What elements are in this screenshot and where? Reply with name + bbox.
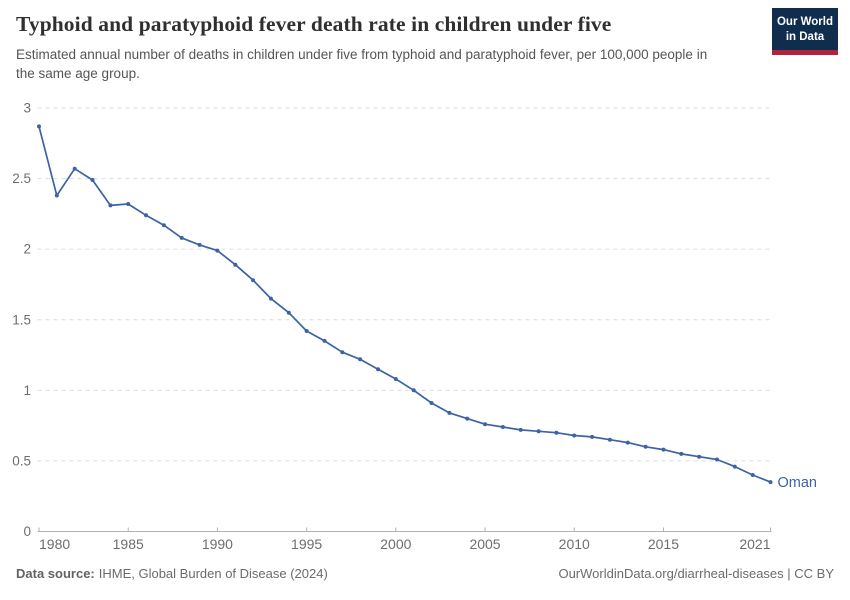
data-point	[661, 447, 666, 452]
data-point	[411, 388, 416, 393]
y-tick-label: 2	[23, 242, 31, 257]
data-point	[732, 464, 737, 469]
data-point	[161, 223, 166, 228]
data-point	[197, 242, 202, 247]
data-point	[393, 377, 398, 381]
x-tick-label: 1990	[202, 536, 233, 552]
y-tick-label: 1	[23, 383, 31, 398]
data-source-label: Data source:	[16, 566, 95, 581]
data-point	[233, 262, 238, 267]
data-point	[144, 213, 148, 218]
chart-header: Typhoid and paratyphoid fever death rate…	[16, 12, 761, 84]
data-point	[322, 338, 327, 343]
owid-logo-line1: Our World	[776, 16, 833, 28]
data-point	[286, 310, 291, 315]
data-point	[429, 401, 434, 405]
data-point	[697, 454, 702, 459]
owid-logo: Our World in Data	[772, 8, 838, 55]
data-point	[483, 422, 487, 427]
data-point	[304, 329, 309, 333]
owid-logo-line2: in Data	[785, 30, 825, 43]
y-tick-label: 2.5	[12, 171, 31, 186]
x-tick-label: 2000	[380, 536, 411, 552]
x-tick-label: 2015	[648, 536, 679, 552]
chart-subtitle: Estimated annual number of deaths in chi…	[16, 46, 708, 82]
y-tick-label: 1.5	[12, 312, 31, 327]
data-point	[750, 473, 755, 477]
data-point	[90, 178, 95, 182]
data-point	[126, 202, 131, 206]
data-point	[590, 434, 595, 439]
data-point	[376, 367, 380, 372]
y-tick-label: 0.5	[12, 453, 31, 468]
data-point	[715, 457, 719, 462]
data-point	[768, 480, 773, 485]
data-source-text: IHME, Global Burden of Disease (2024)	[98, 566, 328, 581]
data-point	[179, 235, 184, 240]
license-note: OurWorldinData.org/diarrheal-diseases | …	[558, 566, 834, 581]
series-end-label: Oman	[778, 475, 818, 491]
data-point	[358, 357, 363, 362]
data-point	[108, 203, 113, 208]
x-tick-label: 1980	[39, 536, 70, 552]
x-tick-label: 2021	[739, 536, 770, 552]
data-point	[340, 350, 345, 355]
data-point	[54, 193, 59, 198]
line-chart-canvas: 0 0.5 1 1.5 2 2.5 3 1980 1985 1990 1995 2000 2005 201…	[12, 101, 818, 553]
y-tick-label: 0	[23, 524, 31, 539]
chart-footer: Data source: IHME, Global Burden of Disea…	[16, 566, 834, 581]
data-point	[554, 430, 559, 435]
x-tick-label: 1985	[113, 536, 144, 552]
data-point	[536, 429, 541, 434]
x-tick-label: 2005	[469, 536, 500, 552]
series-line-oman	[38, 125, 772, 483]
data-point	[500, 425, 505, 429]
data-point	[72, 166, 77, 171]
data-point	[268, 296, 273, 301]
data-point	[465, 416, 470, 421]
data-point	[447, 410, 452, 415]
data-source: Data source: IHME, Global Burden of Disea…	[16, 566, 328, 581]
data-point	[679, 451, 684, 456]
data-point	[37, 124, 41, 129]
data-point	[572, 433, 577, 438]
page-title: Typhoid and paratyphoid fever death rate…	[16, 12, 612, 36]
data-point	[518, 427, 523, 432]
y-tick-label: 3	[23, 101, 31, 116]
data-point	[251, 278, 256, 283]
data-point	[643, 444, 648, 449]
data-point	[215, 248, 220, 253]
data-point	[607, 437, 612, 442]
x-tick-label: 2010	[559, 536, 590, 552]
data-point	[625, 440, 630, 445]
x-tick-label: 1995	[291, 536, 322, 552]
